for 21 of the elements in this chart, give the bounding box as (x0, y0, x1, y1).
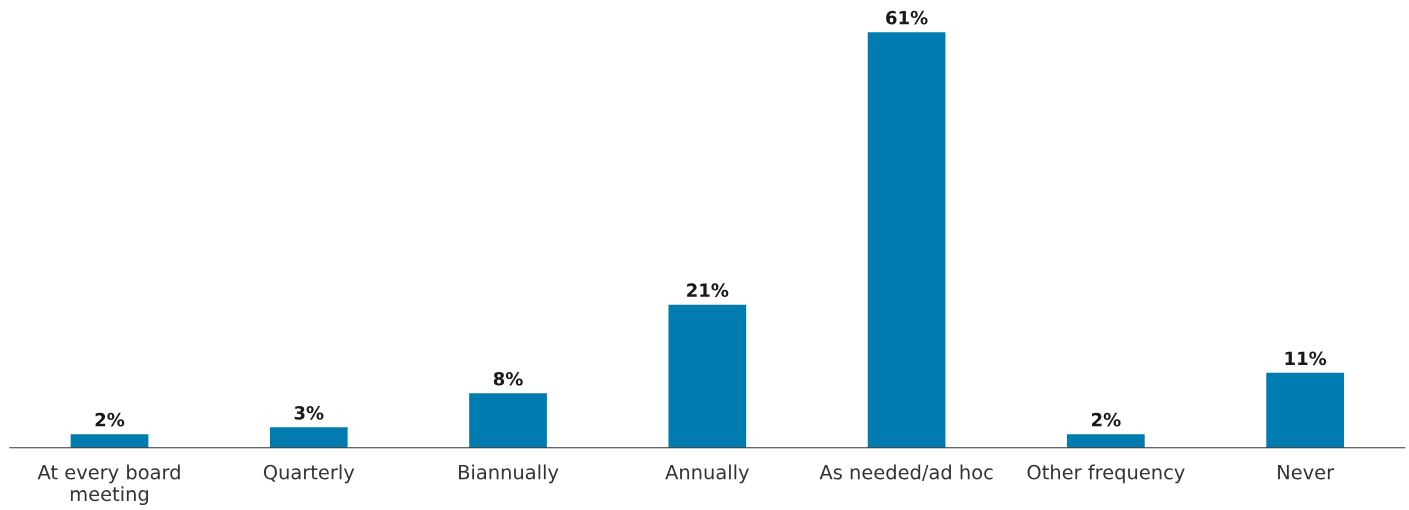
bar (867, 32, 946, 448)
data-label: 8% (493, 371, 523, 386)
bar (469, 393, 547, 448)
bar (668, 304, 747, 448)
x-tick-label: As needed/ad hoc (819, 464, 993, 482)
data-label: 21% (687, 283, 729, 298)
x-tick-label: At every board meeting (37, 464, 180, 506)
data-label: 2% (95, 412, 125, 427)
x-tick-label: Never (1278, 465, 1335, 480)
x-tick-label: Annually (665, 464, 749, 484)
x-tick-label: Quarterly (263, 464, 355, 484)
data-label: 2% (1091, 412, 1121, 427)
bar (269, 427, 348, 448)
bar (70, 434, 149, 448)
x-tick-label: Biannually (459, 464, 559, 484)
x-tick-label: Other frequency (1027, 464, 1185, 484)
bar (1067, 434, 1145, 448)
data-label: 61% (886, 10, 928, 25)
data-label: 11% (1285, 351, 1327, 366)
data-label: 3% (294, 406, 324, 420)
bar (1266, 372, 1344, 448)
